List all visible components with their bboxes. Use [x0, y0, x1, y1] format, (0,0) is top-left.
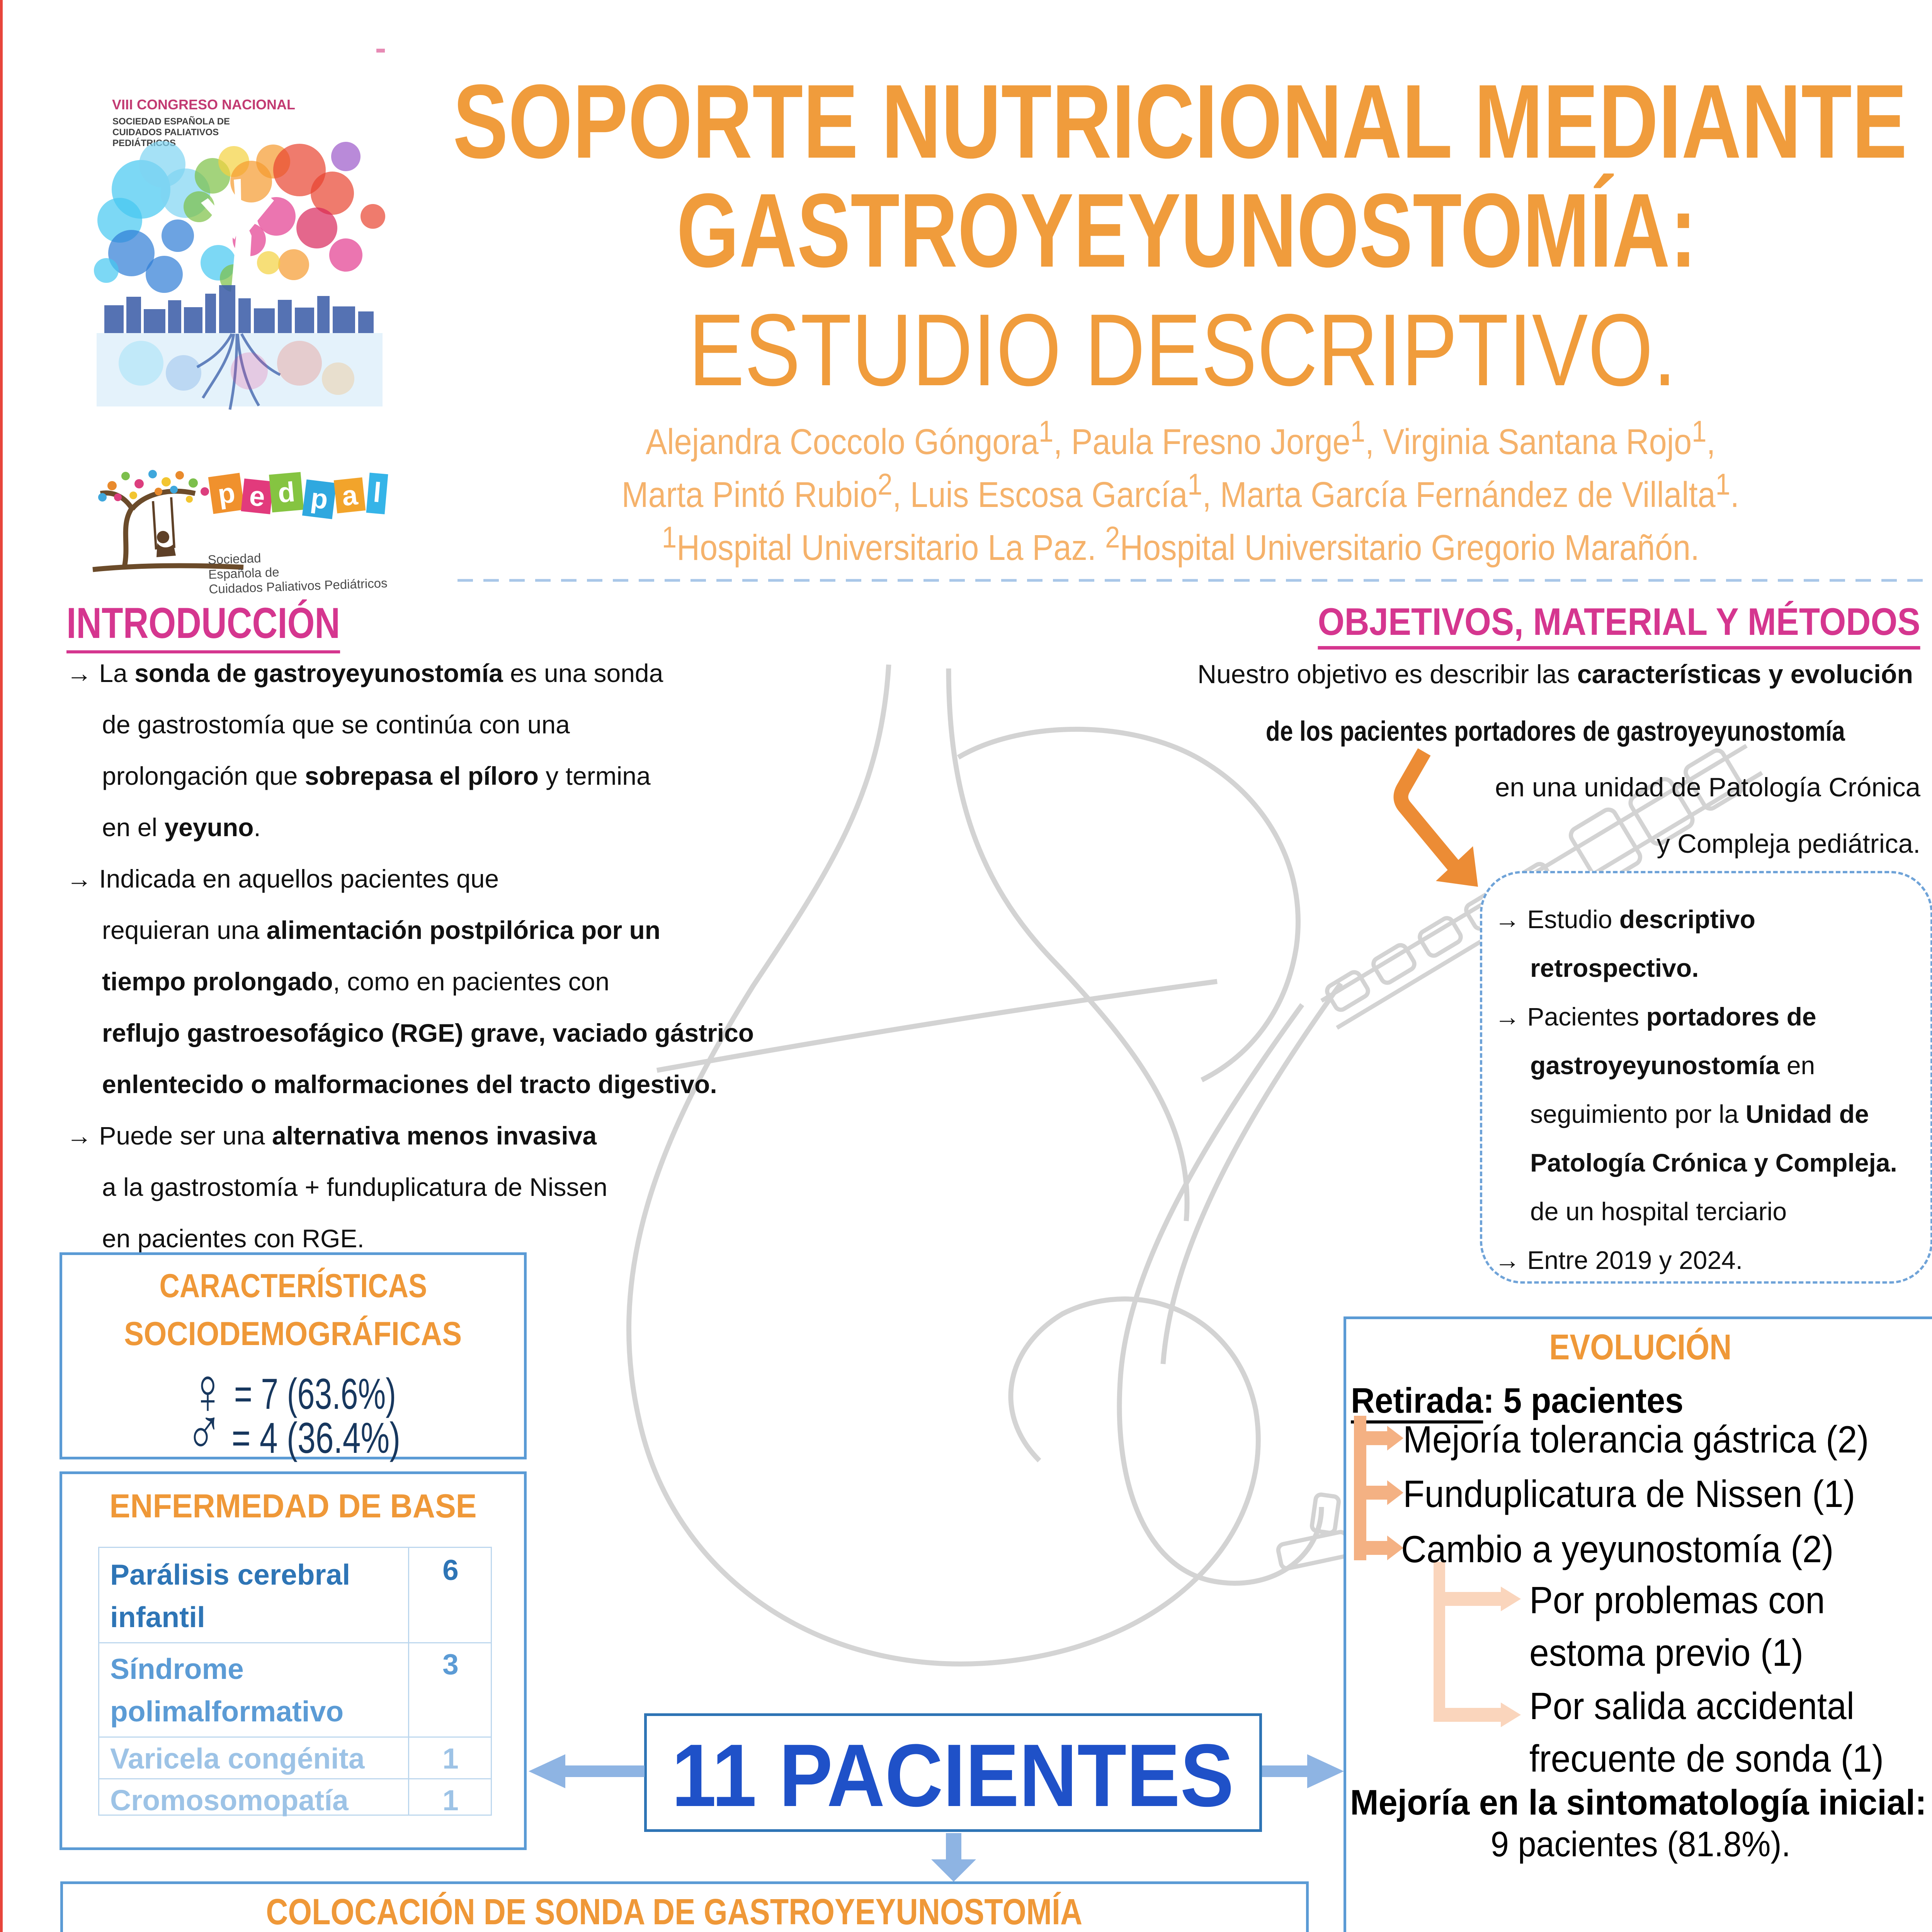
svg-text:a: a [340, 480, 359, 512]
svg-text:e: e [248, 480, 267, 513]
svg-text:p: p [309, 483, 330, 515]
svg-text:SOCIEDAD ESPAÑOLA DE: SOCIEDAD ESPAÑOLA DE [112, 116, 230, 127]
svg-text:CUIDADOS PALIATIVOS: CUIDADOS PALIATIVOS [112, 127, 219, 138]
svg-text:VIII CONGRESO NACIONAL: VIII CONGRESO NACIONAL [112, 97, 295, 112]
svg-text:Española de: Española de [208, 565, 280, 582]
svg-text:Sociedad: Sociedad [207, 551, 261, 567]
svg-text:d: d [277, 476, 296, 509]
